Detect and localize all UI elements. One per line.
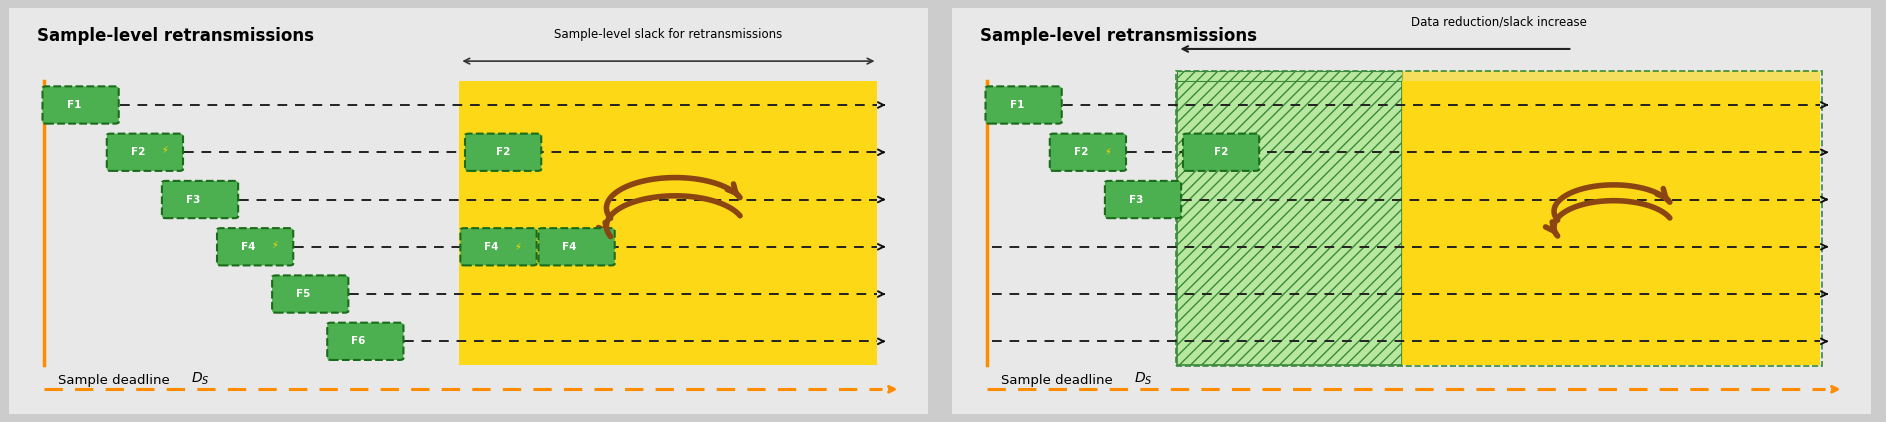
Bar [460,81,877,365]
Text: ⚡: ⚡ [1103,147,1111,157]
Text: Sample-level retransmissions: Sample-level retransmissions [38,27,313,45]
FancyBboxPatch shape [1105,181,1181,218]
Text: Sample-level retransmissions: Sample-level retransmissions [981,27,1256,45]
Text: F2: F2 [1073,147,1088,157]
Text: F5: F5 [296,289,311,299]
Text: F4: F4 [562,242,577,252]
Text: Sample deadline: Sample deadline [58,374,174,387]
Text: ⚡: ⚡ [515,242,521,252]
Bar [1177,81,1403,365]
Text: F3: F3 [1130,195,1143,205]
Text: $D_S$: $D_S$ [190,371,209,387]
Text: F2: F2 [1215,147,1228,157]
Text: F1: F1 [66,100,81,110]
Bar [1177,71,1403,81]
Text: Sample-level slack for retransmissions: Sample-level slack for retransmissions [554,28,783,41]
FancyBboxPatch shape [460,228,538,265]
FancyBboxPatch shape [986,87,1062,124]
FancyBboxPatch shape [1051,134,1126,171]
FancyBboxPatch shape [272,276,349,313]
Text: Sample deadline: Sample deadline [1001,374,1117,387]
Text: Data reduction/slack increase: Data reduction/slack increase [1411,16,1586,29]
FancyBboxPatch shape [108,134,183,171]
Text: F2: F2 [130,147,145,157]
Text: ⚡: ⚡ [272,240,277,250]
FancyBboxPatch shape [0,4,937,418]
FancyBboxPatch shape [43,87,119,124]
FancyBboxPatch shape [539,228,615,265]
Text: $D_S$: $D_S$ [1133,371,1152,387]
FancyBboxPatch shape [943,4,1880,418]
Text: F1: F1 [1009,100,1024,110]
Text: F2: F2 [496,147,511,157]
FancyBboxPatch shape [217,228,292,265]
Bar [1403,81,1820,365]
Text: F4: F4 [241,242,255,252]
Text: ⚡: ⚡ [160,145,168,155]
Text: F6: F6 [351,336,366,346]
Bar [1403,71,1820,81]
FancyBboxPatch shape [466,134,541,171]
Text: F3: F3 [187,195,200,205]
FancyBboxPatch shape [162,181,238,218]
FancyBboxPatch shape [1183,134,1260,171]
FancyBboxPatch shape [328,323,404,360]
Text: F4: F4 [485,242,500,252]
